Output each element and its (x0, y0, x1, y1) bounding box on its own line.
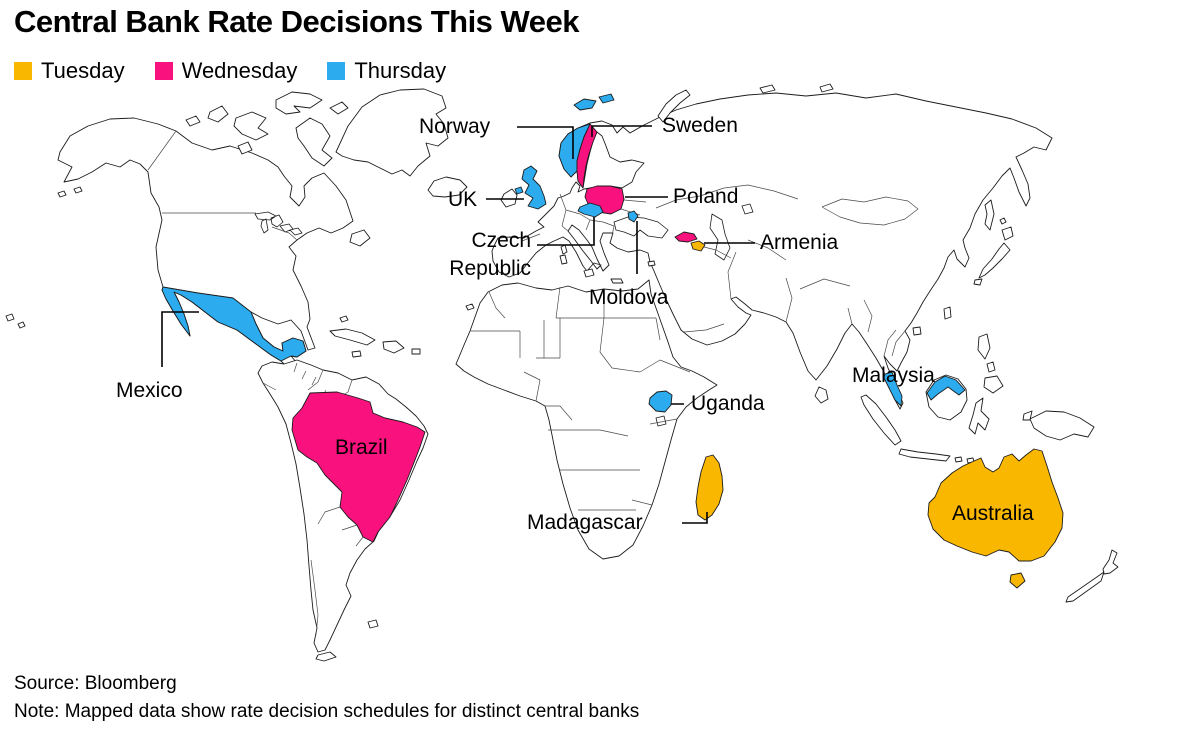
label-mexico: Mexico (116, 379, 183, 402)
arctic-islands (185, 91, 371, 247)
legend-label-thursday: Thursday (354, 58, 447, 83)
europe-islands (427, 83, 834, 311)
caribbean-islands (329, 315, 421, 358)
country-uganda (648, 390, 673, 413)
country-moldova (627, 210, 639, 223)
country-mexico (161, 286, 307, 362)
legend-label-wednesday: Wednesday (181, 58, 298, 83)
legend-item-tuesday: Tuesday (14, 58, 125, 84)
country-australia (927, 448, 1064, 589)
landmass-africa (455, 279, 718, 560)
label-czech-republic: Czech Republic (449, 229, 531, 280)
country-madagascar (695, 454, 724, 521)
chart-title: Central Bank Rate Decisions This Week (14, 4, 579, 39)
country-malaysia (883, 371, 966, 407)
landmass-greenland (335, 88, 449, 177)
tuesday-swatch (14, 62, 32, 80)
legend-item-thursday: Thursday (327, 58, 446, 84)
label-brazil: Brazil (335, 436, 388, 459)
asia-pacific-islands (814, 199, 1095, 464)
caucasus-wednesday-region (674, 231, 698, 243)
label-australia: Australia (952, 502, 1034, 525)
wednesday-swatch (154, 62, 173, 80)
lakes (254, 203, 754, 427)
label-uk: UK (448, 188, 478, 211)
label-malaysia: Malaysia (852, 364, 935, 387)
landmass-north-america (57, 117, 358, 407)
legend-label-tuesday: Tuesday (41, 58, 125, 83)
country-brazil (291, 391, 426, 543)
legend-item-wednesday: Wednesday (154, 58, 298, 84)
internal-borders (147, 130, 919, 636)
legend: Tuesday Wednesday Thursday (14, 58, 446, 84)
wednesday-swatch-icon (154, 62, 173, 80)
country-uk (514, 165, 547, 210)
thursday-swatch (327, 62, 346, 80)
landmass-new-zealand (1065, 549, 1119, 603)
country-sweden (576, 123, 598, 189)
label-norway: Norway (419, 115, 491, 138)
label-uganda: Uganda (691, 392, 765, 415)
country-armenia (690, 240, 706, 252)
data-note: Note: Mapped data show rate decision sch… (14, 701, 640, 722)
label-leader-lines (161, 125, 755, 524)
label-madagascar: Madagascar (527, 511, 643, 534)
pacific-small-islands (5, 186, 83, 329)
label-moldova: Moldova (589, 286, 669, 309)
label-sweden: Sweden (662, 114, 738, 137)
tuesday-swatch-icon (14, 62, 32, 80)
country-czech-republic (577, 202, 604, 218)
thursday-swatch-icon (327, 62, 346, 80)
label-armenia: Armenia (760, 231, 839, 254)
source-note: Source: Bloomberg (14, 673, 177, 694)
label-poland: Poland (673, 185, 739, 208)
